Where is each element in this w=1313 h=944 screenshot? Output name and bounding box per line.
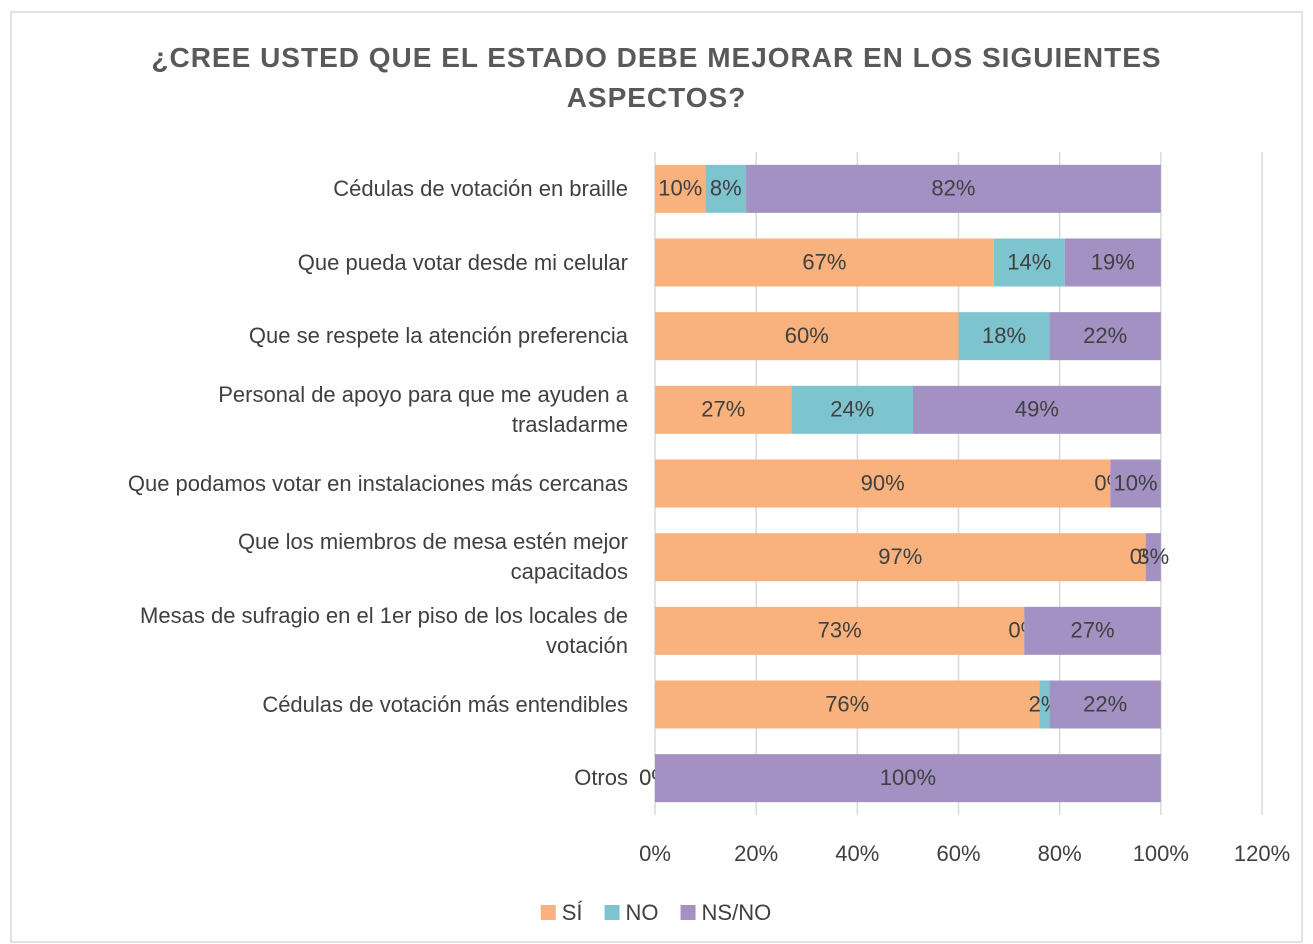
x-tick-label: 80% [1038,841,1082,866]
bar-segment [993,238,1065,287]
bar-segment [1039,680,1050,729]
data-label: 3% [1137,544,1169,569]
data-label: 14% [1007,249,1051,274]
bar-segment [655,385,792,434]
x-tick-label: 100% [1133,841,1189,866]
y-tick-label: Que los miembros de mesa estén mejor cap… [237,529,628,585]
y-tick-label: Personal de apoyo para que me ayuden a t… [218,381,628,437]
data-label: 49% [1015,397,1059,422]
data-label: 60% [785,323,829,348]
data-label: 67% [802,249,846,274]
bar-segment [912,385,1161,434]
legend-label: SÍ [562,900,584,925]
data-label: 8% [710,176,742,201]
x-tick-label: 20% [734,841,778,866]
data-label: 97% [878,544,922,569]
data-label: 19% [1091,249,1135,274]
data-label: 24% [830,397,874,422]
data-label: 18% [982,323,1026,348]
data-label: 27% [1071,618,1115,643]
data-label: 73% [818,618,862,643]
data-label: 76% [825,691,869,716]
chart-border [10,11,1303,943]
data-label: 10% [658,176,702,201]
x-tick-label: 60% [936,841,980,866]
bar-segment [1049,680,1161,729]
bar-segment [655,533,1146,582]
bar-segment [655,238,994,287]
y-tick-label: Cédulas de votación más entendibles [262,691,628,717]
bar-segment [1049,312,1161,361]
legend-swatch [540,905,556,920]
data-label: 22% [1083,323,1127,348]
chart-title: ¿CREE USTED QUE EL ESTADO DEBE MEJORAR E… [151,42,1162,113]
bar-segment [958,312,1050,361]
data-label: 10% [1114,470,1158,495]
legend-swatch [680,905,696,920]
bar-segment [655,606,1025,655]
bar-segment [1064,238,1161,287]
legend-swatch [604,905,620,920]
y-tick-label: Mesas de sufragio en el 1er piso de los … [140,602,628,658]
bar-segment [655,164,706,213]
bar-segment [655,680,1040,729]
data-label: 82% [931,176,975,201]
data-label: 22% [1083,691,1127,716]
y-tick-label: Otros [574,765,628,791]
bar-segment [746,164,1161,213]
bar-segment [655,754,1161,803]
bar-segment [655,312,959,361]
bar-segment [705,164,747,213]
x-tick-label: 0% [639,841,671,866]
data-label: 100% [880,765,936,790]
bar-segment [655,459,1111,508]
bar-segment [1110,459,1161,508]
bar-segment [1024,606,1161,655]
bar-segment [1145,533,1161,582]
y-tick-label: Que pueda votar desde mi celular [297,249,628,275]
data-label: 27% [701,397,745,422]
x-tick-label: 120% [1234,841,1290,866]
data-label: 90% [861,470,905,495]
y-tick-label: Que podamos votar en instalaciones más c… [127,470,628,496]
y-tick-label: Cédulas de votación en braille [333,175,628,201]
bar-segment [791,385,913,434]
legend-label: NS/NO [702,900,772,925]
y-tick-label: Que se respete la atención preferencia [248,323,628,349]
x-tick-label: 40% [835,841,879,866]
legend-label: NO [626,900,659,925]
